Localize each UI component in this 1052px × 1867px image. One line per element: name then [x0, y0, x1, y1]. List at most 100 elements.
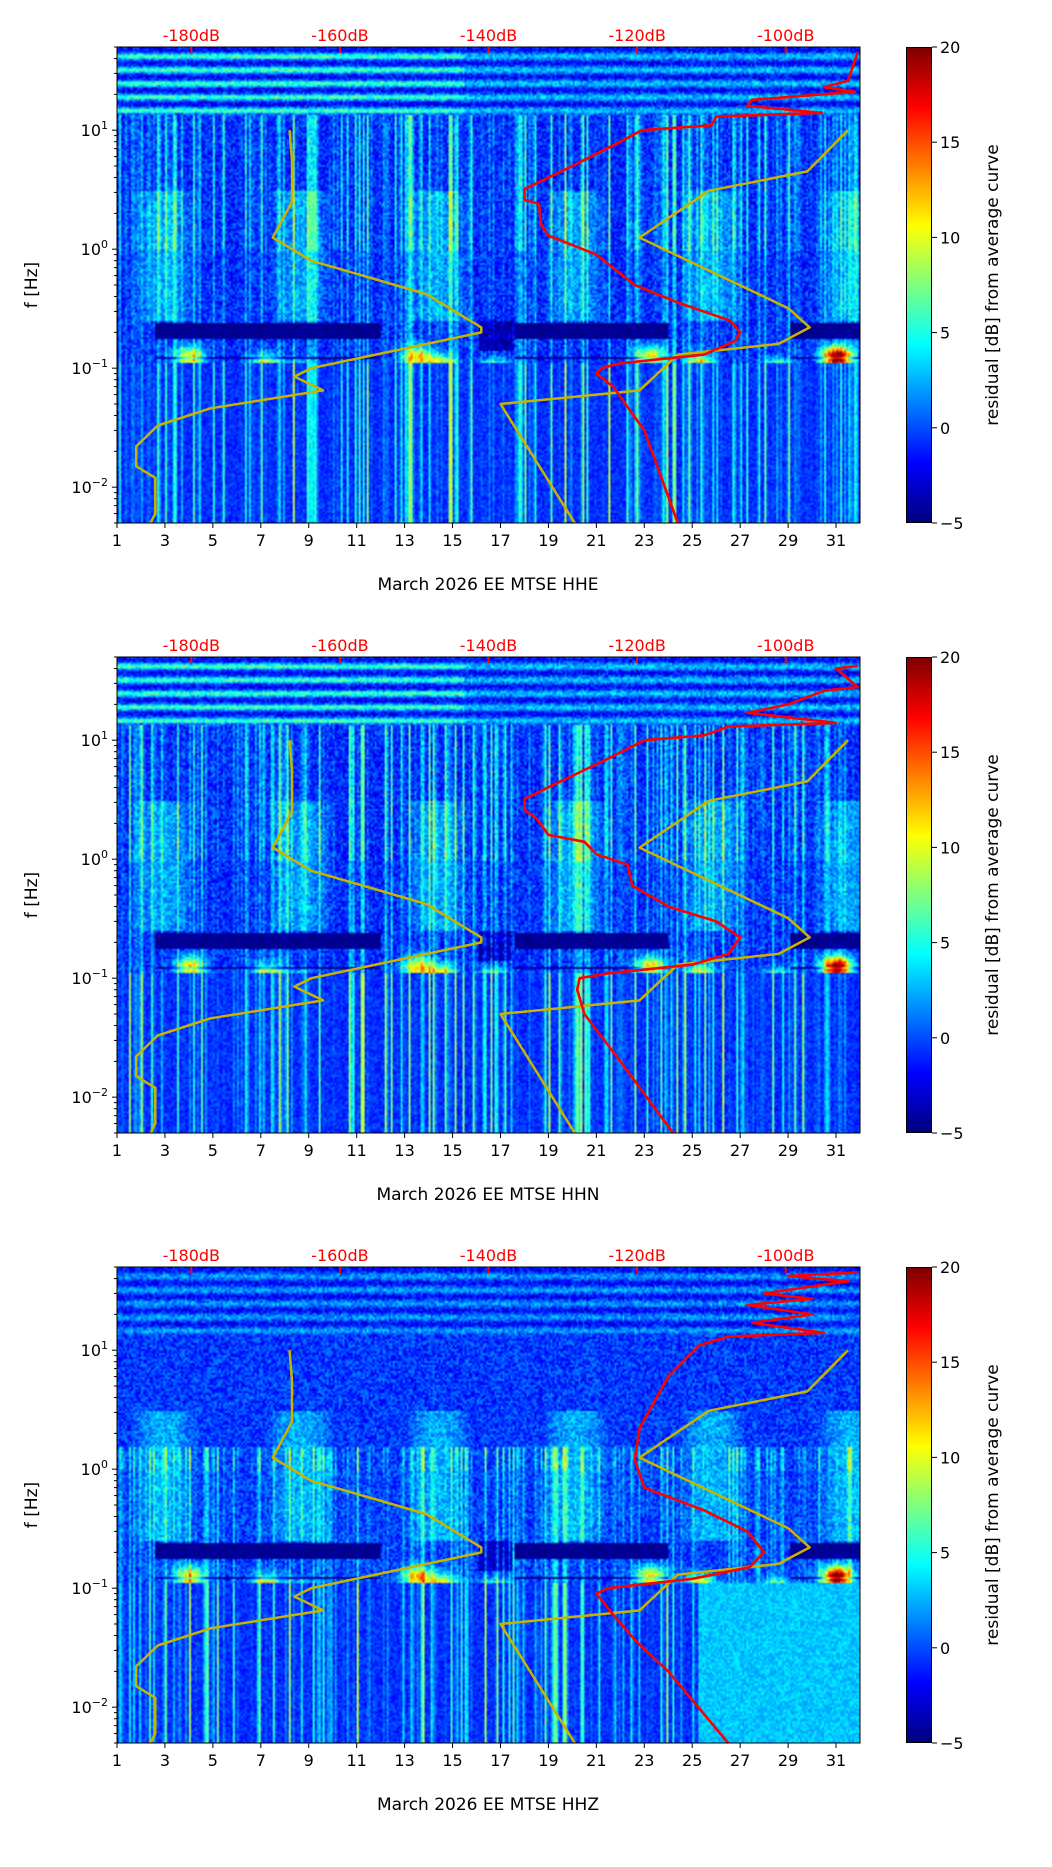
x-tick-label: 17 — [490, 1141, 510, 1160]
y-tick-label: 10−2 — [71, 476, 108, 497]
x-tick-label: 15 — [442, 1751, 462, 1770]
x-tick-label: 5 — [208, 1751, 218, 1770]
spectrogram-panel-hhn: 1 3 5 7 9 11 13 15 17 19 21 23 25 27 29 31 10−2 10−1 100 10… — [0, 636, 1052, 1257]
x-tick-label: 21 — [586, 531, 606, 550]
x-tick-label: 11 — [346, 1141, 366, 1160]
colorbar-tick-label: 20 — [940, 648, 960, 667]
top-db-tick-label: -120dB — [608, 636, 665, 655]
y-tick-label: 101 — [81, 119, 108, 140]
high-noise-model-curve — [499, 1349, 849, 1744]
median-psd-curve — [523, 51, 859, 524]
axes-overlay: 1 3 5 7 9 11 13 15 17 19 21 23 25 27 29 3110−210−110010… — [71, 1246, 963, 1770]
x-tick-label: 23 — [634, 1751, 654, 1770]
x-tick-label: 9 — [304, 1751, 314, 1770]
x-tick-label: 31 — [826, 531, 846, 550]
x-tick-label: 3 — [160, 1141, 170, 1160]
y-axis-label: f [Hz] — [22, 1481, 42, 1529]
x-tick-label: 25 — [682, 531, 702, 550]
colorbar-label: residual [dB] from average curve — [983, 1364, 1003, 1646]
x-tick-label: 27 — [730, 1751, 750, 1770]
spectrogram-image — [117, 47, 860, 523]
x-tick-label: 23 — [634, 1141, 654, 1160]
top-db-tick-label: -140dB — [460, 636, 517, 655]
top-db-tick-label: -180dB — [163, 636, 220, 655]
x-tick-label: 1 — [112, 1141, 122, 1160]
spectrogram-image — [117, 1267, 860, 1743]
x-tick-label: 27 — [730, 531, 750, 550]
x-tick-label: 13 — [394, 1141, 414, 1160]
high-noise-model-curve — [499, 129, 849, 524]
top-db-tick-label: -120dB — [608, 26, 665, 45]
x-tick-label: 17 — [490, 531, 510, 550]
x-tick-label: 21 — [586, 1751, 606, 1770]
spectrogram-panel-hhz: 1 3 5 7 9 11 13 15 17 19 21 23 25 27 29 31 10−2 10−1 100 10… — [0, 1246, 1052, 1867]
x-axis-label: March 2026 EE MTSE HHN — [376, 1185, 600, 1205]
x-tick-label: 25 — [682, 1141, 702, 1160]
colorbar-tick-label: 15 — [940, 1353, 960, 1372]
spectrogram-panel-hhe: 1 3 5 7 9 11 13 15 17 19 21 23 25 27 29 31 10−2 10−1 100 10… — [0, 26, 1052, 647]
x-tick-label: 13 — [394, 531, 414, 550]
x-tick-label: 5 — [208, 1141, 218, 1160]
x-tick-label: 9 — [304, 531, 314, 550]
low-noise-model-curve — [134, 130, 483, 524]
y-tick-label: 100 — [81, 848, 108, 869]
x-tick-label: 13 — [394, 1751, 414, 1770]
colorbar-tick-label: 5 — [940, 1544, 950, 1563]
x-tick-label: 9 — [304, 1141, 314, 1160]
x-tick-label: 15 — [442, 1141, 462, 1160]
x-tick-label: 11 — [346, 1751, 366, 1770]
x-tick-label: 19 — [538, 1751, 558, 1770]
top-db-tick-label: -120dB — [608, 1246, 665, 1265]
y-tick-label: 100 — [81, 1458, 108, 1479]
x-tick-label: 17 — [490, 1751, 510, 1770]
top-db-tick-label: -140dB — [460, 1246, 517, 1265]
y-tick-label: 10−1 — [71, 967, 108, 988]
x-tick-label: 27 — [730, 1141, 750, 1160]
colorbar — [906, 657, 932, 1133]
x-tick-label: 7 — [256, 1751, 266, 1770]
x-tick-label: 5 — [208, 531, 218, 550]
y-tick-label: 10−2 — [71, 1086, 108, 1107]
colorbar-label: residual [dB] from average curve — [983, 144, 1003, 426]
plot-frame — [116, 656, 861, 1134]
x-tick-label: 15 — [442, 531, 462, 550]
spectrogram-image — [117, 657, 860, 1133]
x-tick-label: 29 — [778, 1141, 798, 1160]
median-psd-curve — [595, 1271, 858, 1744]
x-tick-label: 29 — [778, 1751, 798, 1770]
top-db-tick-label: -180dB — [163, 26, 220, 45]
colorbar-tick-label: 5 — [940, 934, 950, 953]
top-db-tick-label: -100dB — [757, 26, 814, 45]
top-db-tick-label: -100dB — [757, 636, 814, 655]
y-axis-label: f [Hz] — [22, 871, 42, 919]
top-db-tick-label: -160dB — [311, 636, 368, 655]
y-tick-label: 101 — [81, 729, 108, 750]
median-psd-curve — [523, 664, 859, 1134]
colorbar-tick-label: 0 — [940, 419, 950, 438]
x-tick-label: 11 — [346, 531, 366, 550]
top-db-tick-label: -160dB — [311, 26, 368, 45]
low-noise-model-curve — [134, 1350, 483, 1744]
x-tick-label: 7 — [256, 531, 266, 550]
colorbar-tick-label: 15 — [940, 133, 960, 152]
colorbar-tick-label: −5 — [940, 1124, 964, 1143]
y-tick-label: 100 — [81, 238, 108, 259]
colorbar-label: residual [dB] from average curve — [983, 754, 1003, 1036]
axes-overlay: 1 3 5 7 9 11 13 15 17 19 21 23 25 27 29 3110−210−110010… — [71, 26, 964, 550]
plot-frame — [116, 46, 861, 524]
x-tick-label: 3 — [160, 1751, 170, 1770]
high-noise-model-curve — [499, 739, 849, 1134]
x-tick-label: 7 — [256, 1141, 266, 1160]
colorbar — [906, 1267, 932, 1743]
colorbar-tick-label: 15 — [940, 743, 960, 762]
x-tick-label: 29 — [778, 531, 798, 550]
y-tick-label: 10−1 — [71, 357, 108, 378]
x-axis-label: March 2026 EE MTSE HHZ — [377, 1795, 599, 1815]
top-db-tick-label: -140dB — [460, 26, 517, 45]
colorbar-tick-label: 10 — [940, 228, 960, 247]
top-db-tick-label: -100dB — [757, 1246, 814, 1265]
x-tick-label: 19 — [538, 1141, 558, 1160]
x-tick-label: 31 — [826, 1141, 846, 1160]
colorbar-tick-label: −5 — [940, 514, 964, 533]
y-tick-label: 10−1 — [71, 1577, 108, 1598]
